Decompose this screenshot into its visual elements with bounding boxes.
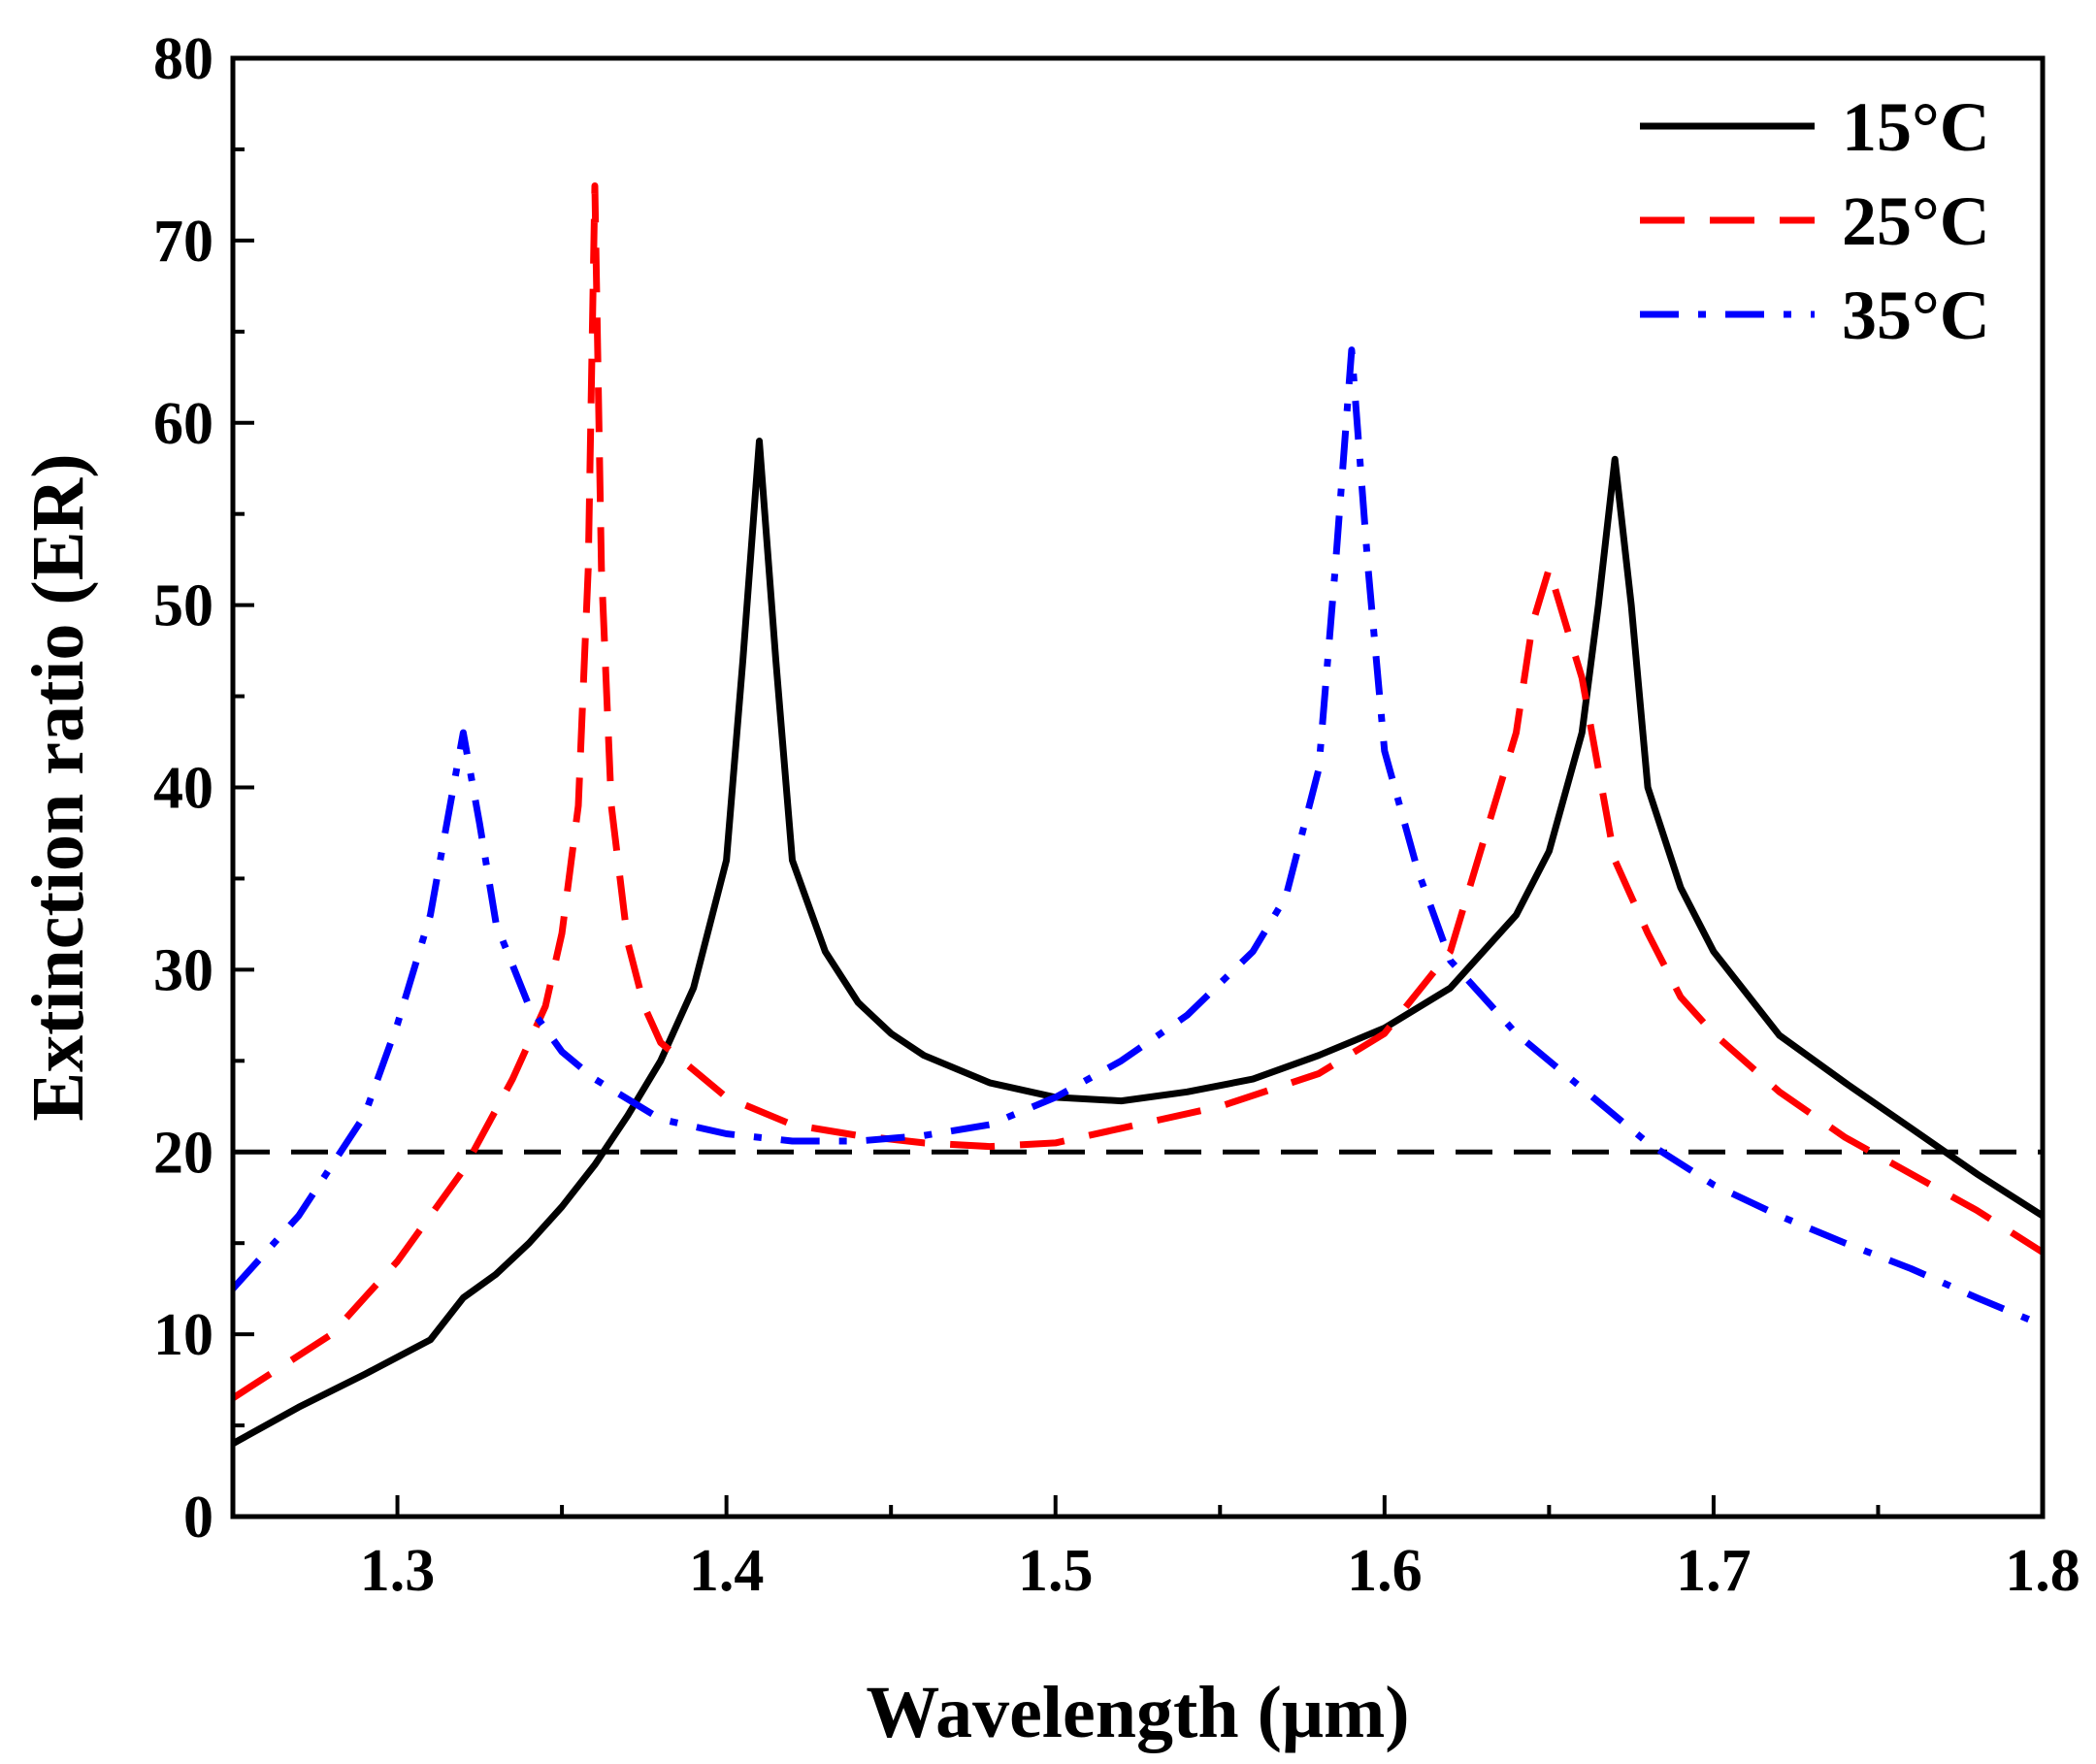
legend-label-1: 15°C [1842,88,1990,166]
ticks-layer: 1.3 1.4 1.5 1.6 1.7 1.8 0 10 20 30 40 50 60 70 80 [153,26,2080,1604]
y-tick-label: 20 [153,1120,213,1186]
x-axis-title: Wavelength (μm) [866,1672,1409,1753]
x-tick-label: 1.3 [360,1538,436,1604]
y-tick-label: 50 [153,573,213,639]
y-tick-label: 80 [153,26,213,92]
y-tick-label: 70 [153,209,213,275]
series-line-3 [233,346,2043,1328]
y-axis-title: Extinction ratio (ER) [17,453,99,1121]
series-line-1 [233,438,2043,1447]
legend-label-3: 35°C [1842,277,1990,354]
series-line-2 [233,182,2043,1401]
series-layer [233,182,2043,1447]
y-tick-label: 60 [153,391,213,457]
legend: 15°C 25°C 35°C [1640,88,1990,354]
x-tick-label: 1.5 [1018,1538,1094,1604]
x-tick-label: 1.6 [1347,1538,1423,1604]
y-tick-label: 10 [153,1302,213,1368]
x-tick-label: 1.7 [1676,1538,1752,1604]
y-tick-label: 0 [183,1485,213,1551]
plot-frame [230,55,2046,1519]
legend-label-2: 25°C [1842,182,1990,260]
x-tick-label: 1.4 [689,1538,765,1604]
x-tick-label: 1.8 [2005,1538,2080,1604]
y-tick-label: 40 [153,756,213,822]
y-tick-label: 30 [153,937,213,1003]
